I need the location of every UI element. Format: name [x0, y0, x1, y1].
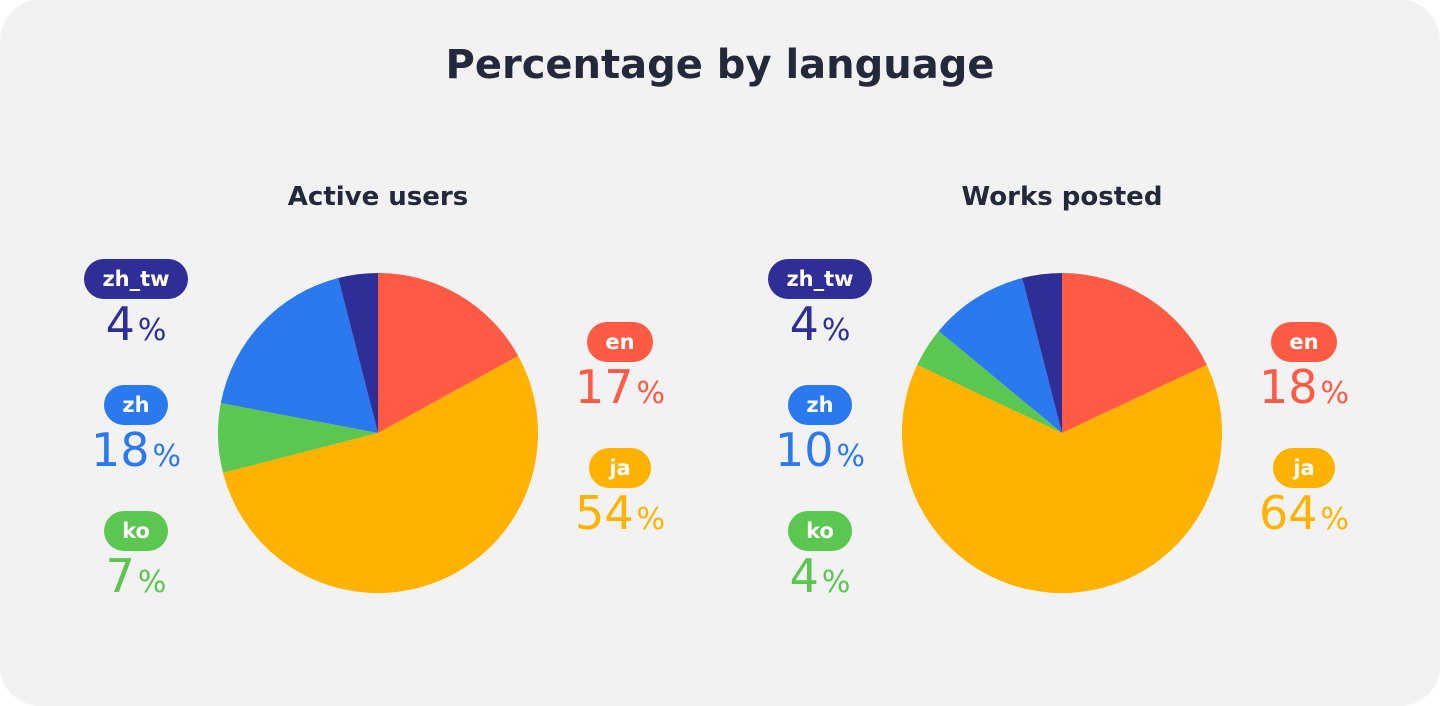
legend-zh_tw: zh_tw 4%: [76, 259, 196, 347]
legend-ja: ja 54%: [560, 448, 680, 536]
legend-value-en: 17: [574, 360, 634, 414]
legend-en: en 17%: [560, 322, 680, 410]
main-title: Percentage by language: [445, 42, 995, 88]
pie-slice-zh: [220, 278, 378, 433]
legend-ko: ko 4%: [760, 511, 880, 599]
pie-slice-ko: [217, 403, 378, 473]
legend-ja: ja 64%: [1244, 448, 1364, 536]
legend-label-ja: ja: [589, 448, 651, 488]
pie-slice-zh: [938, 278, 1062, 433]
pie-chart-active-users: [217, 273, 539, 594]
legend-label-zh_tw: zh_tw: [768, 259, 872, 299]
legend-unit: %: [821, 565, 851, 600]
legend-label-ko: ko: [104, 511, 168, 551]
legend-label-ko: ko: [788, 511, 852, 551]
pie-slice-ja: [902, 364, 1222, 594]
legend-unit: %: [1320, 502, 1350, 537]
pie-slice-ja: [223, 355, 539, 594]
legend-value-ja: 64: [1258, 486, 1318, 540]
legend-label-zh_tw: zh_tw: [84, 259, 188, 299]
legend-label-en: en: [1271, 322, 1337, 362]
legend-value-zh: 18: [90, 423, 150, 477]
legend-value-ja: 54: [574, 486, 634, 540]
legend-label-zh: zh: [104, 385, 168, 425]
legend-zh: zh 18%: [76, 385, 196, 473]
chart-title-active-users: Active users: [287, 182, 469, 212]
legend-ko: ko 7%: [76, 511, 196, 599]
legend-zh: zh 10%: [760, 385, 880, 473]
legend-value-zh_tw: 4: [789, 297, 819, 351]
legend-unit: %: [836, 439, 866, 474]
legend-unit: %: [137, 313, 167, 348]
legend-value-en: 18: [1258, 360, 1318, 414]
pie-slice-zh_tw: [338, 273, 378, 433]
legend-unit: %: [636, 376, 666, 411]
legend-value-zh: 10: [774, 423, 834, 477]
legend-unit: %: [821, 313, 851, 348]
chart-title-works-posted: Works posted: [961, 182, 1163, 212]
legend-value-zh_tw: 4: [105, 297, 135, 351]
legend-value-ko: 7: [105, 549, 135, 603]
pie-slice-ko: [917, 331, 1062, 433]
legend-unit: %: [137, 565, 167, 600]
legend-en: en 18%: [1244, 322, 1364, 410]
legend-unit: %: [152, 439, 182, 474]
legend-label-ja: ja: [1273, 448, 1335, 488]
legend-zh_tw: zh_tw 4%: [760, 259, 880, 347]
legend-unit: %: [636, 502, 666, 537]
pie-slice-zh_tw: [1022, 273, 1062, 433]
pie-chart-works-posted: [902, 273, 1222, 594]
pie-slice-en: [378, 273, 519, 433]
legend-unit: %: [1320, 376, 1350, 411]
legend-label-zh: zh: [788, 385, 852, 425]
legend-label-en: en: [587, 322, 653, 362]
pie-slice-en: [1062, 273, 1207, 433]
legend-value-ko: 4: [789, 549, 819, 603]
